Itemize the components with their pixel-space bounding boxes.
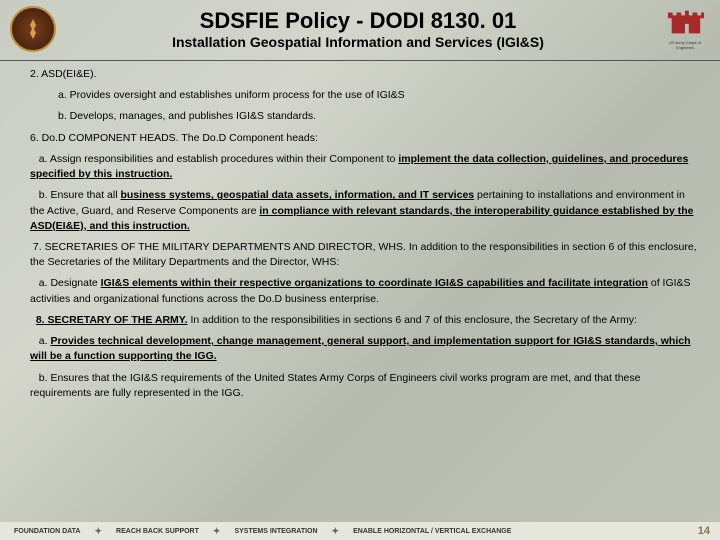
star-icon: ✦ (95, 526, 103, 537)
star-icon: ✦ (332, 526, 340, 537)
page-number: 14 (698, 525, 710, 537)
para: 6. Do.D COMPONENT HEADS. The Do.D Compon… (22, 131, 698, 146)
footer-item: FOUNDATION DATA (0, 528, 95, 535)
para: a. Provides oversight and establishes un… (22, 88, 698, 103)
title-block: SDSFIE Policy - DODI 8130. 01 Installati… (56, 8, 660, 50)
para: 8. SECRETARY OF THE ARMY. In addition to… (22, 313, 698, 328)
para: b. Ensures that the IGI&S requirements o… (22, 371, 698, 401)
star-icon: ✦ (213, 526, 221, 537)
para: b. Ensure that all business systems, geo… (22, 188, 698, 234)
footer-item: REACH BACK SUPPORT (102, 528, 213, 535)
footer-item: ENABLE HORIZONTAL / VERTICAL EXCHANGE (339, 528, 525, 535)
page-subtitle: Installation Geospatial Information and … (56, 34, 660, 50)
para: a. Assign responsibilities and establish… (22, 152, 698, 182)
body-content: 2. ASD(EI&E). a. Provides oversight and … (0, 67, 720, 401)
para: b. Develops, manages, and publishes IGI&… (22, 109, 698, 124)
usace-logo: US Army Corps of Engineers (660, 8, 710, 50)
page-title: SDSFIE Policy - DODI 8130. 01 (56, 8, 660, 34)
para: 2. ASD(EI&E). (22, 67, 698, 82)
header: SDSFIE Policy - DODI 8130. 01 Installati… (0, 0, 720, 56)
footer-item: SYSTEMS INTEGRATION (220, 528, 331, 535)
para: a. Provides technical development, chang… (22, 334, 698, 364)
divider (0, 60, 720, 61)
footer: FOUNDATION DATA ✦ REACH BACK SUPPORT ✦ S… (0, 522, 720, 540)
usace-caption: US Army Corps of Engineers (660, 41, 710, 50)
para: a. Designate IGI&S elements within their… (22, 276, 698, 306)
agc-logo (10, 6, 56, 52)
para: 7. SECRETARIES OF THE MILITARY DEPARTMEN… (22, 240, 698, 270)
